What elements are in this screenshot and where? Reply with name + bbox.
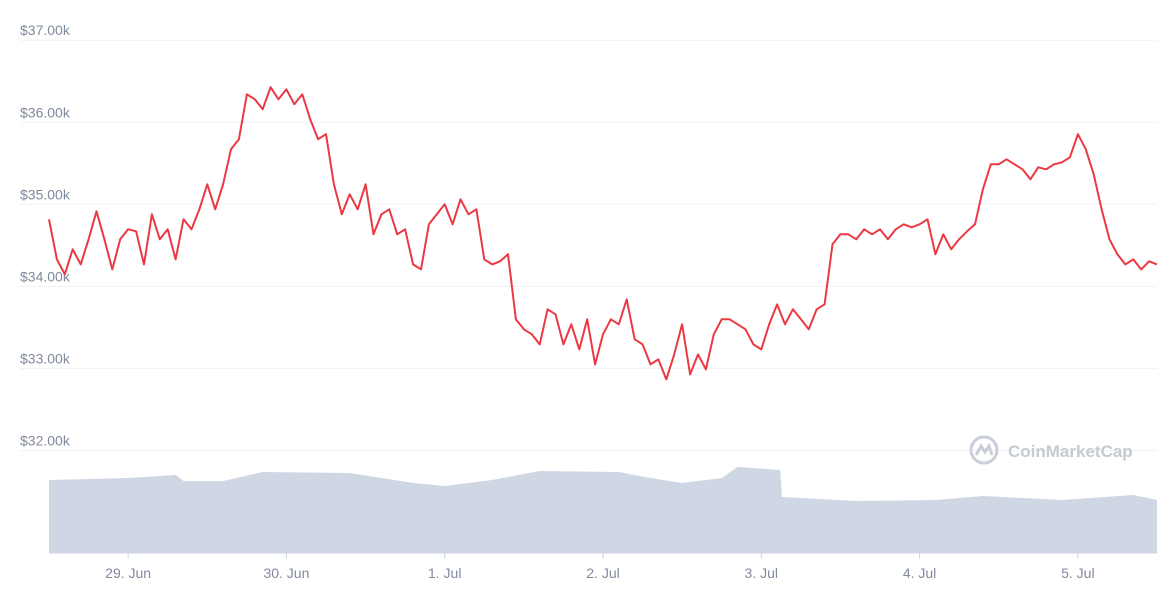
y-tick-label: $32.00k xyxy=(20,432,71,448)
volume-area xyxy=(49,467,1157,553)
y-tick-label: $36.00k xyxy=(20,104,71,120)
y-tick-label: $35.00k xyxy=(20,186,71,202)
x-tick-label: 29. Jun xyxy=(105,565,151,581)
y-tick-label: $37.00k xyxy=(20,22,71,38)
x-tick-label: 1. Jul xyxy=(428,565,461,581)
watermark-logo xyxy=(969,435,999,465)
x-tick-label: 2. Jul xyxy=(586,565,619,581)
plot: $32.00k $33.00k $34.00k $35.00k $36.00k $37.0… xyxy=(20,22,1158,581)
y-tick-label: $33.00k xyxy=(20,350,71,366)
x-tick-label: 5. Jul xyxy=(1061,565,1094,581)
price-line xyxy=(48,86,1158,381)
watermark: CoinMarketCap xyxy=(1008,442,1133,461)
x-tick-label: 4. Jul xyxy=(903,565,936,581)
x-tick-label: 30. Jun xyxy=(263,565,309,581)
x-tick-label: 3. Jul xyxy=(745,565,778,581)
y-tick-label: $34.00k xyxy=(20,268,71,284)
